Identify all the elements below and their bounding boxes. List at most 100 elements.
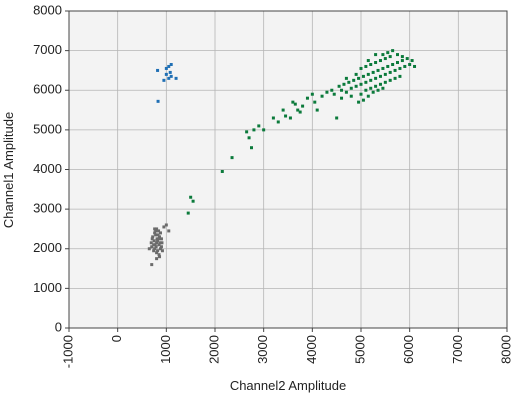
point: [158, 235, 162, 239]
point: [396, 53, 399, 57]
point: [347, 80, 351, 84]
point: [376, 88, 380, 92]
point: [410, 59, 414, 63]
x-tick-label: 2000: [206, 335, 221, 364]
point: [291, 100, 295, 104]
plot-border: [68, 10, 508, 329]
y-tick-label: 5000: [33, 121, 62, 136]
point: [366, 72, 370, 76]
point: [364, 64, 368, 68]
point: [167, 76, 171, 80]
y-tick-label: 2000: [33, 240, 62, 255]
point: [357, 100, 361, 104]
point: [288, 116, 292, 120]
point: [405, 57, 409, 61]
x-axis-title: Channel2 Amplitude: [230, 378, 346, 393]
x-tick-label: -1000: [60, 335, 75, 368]
point: [359, 66, 363, 70]
point: [340, 96, 344, 100]
point: [388, 78, 392, 82]
point: [164, 223, 168, 227]
point: [393, 68, 397, 72]
point: [157, 237, 161, 241]
point: [349, 94, 353, 98]
point: [174, 76, 178, 80]
y-tick-label: 3000: [33, 201, 62, 216]
point: [159, 245, 163, 249]
point: [374, 84, 378, 88]
point: [162, 78, 166, 82]
point: [149, 241, 153, 245]
point: [150, 245, 154, 249]
point: [305, 96, 309, 100]
point: [374, 76, 378, 80]
point: [376, 68, 380, 72]
x-tick-label: 0: [109, 335, 124, 342]
point: [271, 116, 275, 120]
point: [150, 237, 154, 241]
point: [400, 55, 404, 59]
point: [398, 74, 402, 78]
point: [357, 76, 361, 80]
point: [168, 70, 172, 74]
point: [158, 241, 162, 245]
point: [354, 84, 358, 88]
point: [391, 49, 395, 53]
y-tick-label: 8000: [33, 2, 62, 17]
point: [169, 62, 173, 66]
point: [364, 88, 368, 92]
point: [162, 225, 166, 229]
point: [378, 74, 382, 78]
point: [310, 92, 314, 96]
point: [396, 61, 399, 65]
point: [158, 255, 162, 259]
point: [325, 90, 329, 94]
point: [364, 80, 368, 84]
point: [257, 124, 261, 128]
point: [388, 70, 392, 74]
point: [245, 130, 249, 134]
point: [391, 62, 395, 66]
point: [276, 120, 280, 124]
point: [152, 249, 156, 253]
point: [342, 82, 346, 86]
y-tick-label: 1000: [33, 280, 62, 295]
y-tick-label: 0: [55, 319, 62, 334]
point: [153, 231, 157, 235]
x-tick-label: 6000: [401, 335, 416, 364]
point: [298, 110, 302, 114]
point: [366, 94, 370, 98]
point: [155, 251, 159, 255]
point: [156, 233, 160, 237]
point: [381, 66, 385, 70]
point: [403, 64, 407, 68]
x-tick-label: 4000: [304, 335, 319, 364]
point: [252, 128, 256, 132]
point: [191, 199, 195, 203]
point: [189, 195, 193, 199]
point: [152, 243, 156, 247]
point: [371, 70, 375, 74]
point: [164, 66, 168, 70]
point: [374, 61, 378, 65]
point: [386, 51, 390, 55]
point: [152, 239, 156, 243]
y-axis-title: Channel1 Amplitude: [1, 112, 16, 228]
point: [158, 247, 162, 251]
point: [371, 90, 375, 94]
x-tick-label: 3000: [255, 335, 270, 364]
point: [378, 82, 382, 86]
y-tick-label: 6000: [33, 82, 62, 97]
point: [315, 108, 319, 112]
y-tick-label: 7000: [33, 42, 62, 57]
point: [344, 90, 348, 94]
point: [167, 64, 171, 68]
point: [158, 231, 162, 235]
point: [369, 78, 373, 82]
point: [369, 86, 373, 90]
point: [359, 82, 363, 86]
point: [230, 156, 234, 160]
x-tick-label: 8000: [498, 335, 513, 364]
point: [398, 66, 402, 70]
point: [337, 84, 341, 88]
